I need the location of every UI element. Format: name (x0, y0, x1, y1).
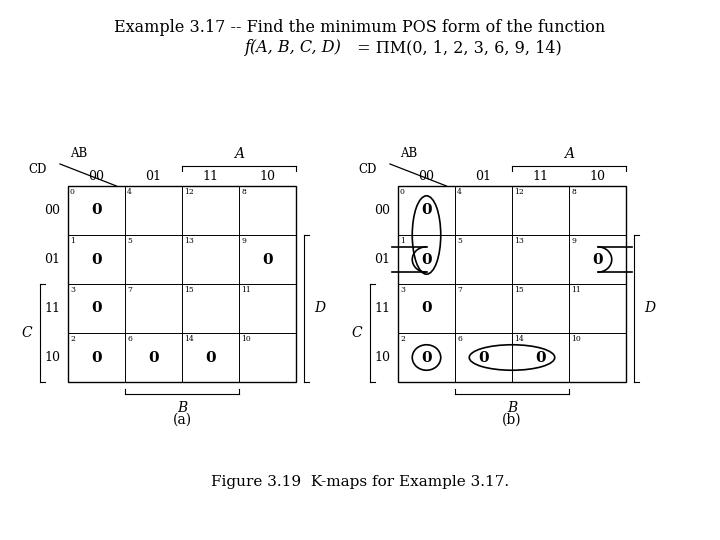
Text: 00: 00 (374, 204, 390, 217)
Text: 11: 11 (571, 286, 581, 294)
Text: D: D (314, 301, 325, 315)
Text: 0: 0 (421, 204, 432, 218)
Text: 0: 0 (535, 350, 546, 365)
Text: 1: 1 (70, 237, 75, 245)
Text: A: A (234, 147, 244, 161)
Text: 0: 0 (205, 350, 216, 365)
Text: 6: 6 (127, 335, 132, 343)
Text: 11: 11 (374, 302, 390, 315)
Text: A: A (564, 147, 574, 161)
Text: 11: 11 (44, 302, 60, 315)
Text: 9: 9 (571, 237, 576, 245)
Text: C: C (351, 326, 362, 340)
Text: 15: 15 (184, 286, 194, 294)
Text: 1: 1 (400, 237, 405, 245)
Text: C: C (22, 326, 32, 340)
Text: 01: 01 (475, 171, 492, 184)
Text: 00: 00 (418, 171, 434, 184)
Text: 5: 5 (127, 237, 132, 245)
Text: B: B (507, 401, 517, 415)
Text: 0: 0 (70, 188, 75, 196)
Text: 8: 8 (241, 188, 246, 196)
Text: 01: 01 (44, 253, 60, 266)
Text: 15: 15 (514, 286, 523, 294)
Text: 3: 3 (400, 286, 405, 294)
Text: 0: 0 (478, 350, 489, 365)
Text: 10: 10 (571, 335, 581, 343)
Text: 9: 9 (241, 237, 246, 245)
Text: 2: 2 (400, 335, 405, 343)
Text: D: D (644, 301, 655, 315)
Text: = ΠM(0, 1, 2, 3, 6, 9, 14): = ΠM(0, 1, 2, 3, 6, 9, 14) (352, 39, 562, 57)
Text: 0: 0 (91, 204, 102, 218)
Text: 5: 5 (457, 237, 462, 245)
Text: 0: 0 (421, 301, 432, 315)
Text: 11: 11 (241, 286, 251, 294)
Text: 01: 01 (374, 253, 390, 266)
Text: 00: 00 (89, 171, 104, 184)
Bar (68, 186, 296, 382)
Bar (398, 186, 626, 382)
Text: 12: 12 (514, 188, 523, 196)
Text: 0: 0 (421, 350, 432, 365)
Text: 0: 0 (91, 301, 102, 315)
Text: 8: 8 (571, 188, 576, 196)
Text: 3: 3 (70, 286, 75, 294)
Text: 10: 10 (590, 171, 606, 184)
Text: 11: 11 (533, 171, 549, 184)
Text: 7: 7 (127, 286, 132, 294)
Text: 11: 11 (202, 171, 218, 184)
Text: Figure 3.19  K-maps for Example 3.17.: Figure 3.19 K-maps for Example 3.17. (211, 475, 509, 489)
Text: AB: AB (400, 147, 418, 160)
Text: 4: 4 (457, 188, 462, 196)
Text: 13: 13 (184, 237, 194, 245)
Text: 10: 10 (241, 335, 251, 343)
Text: 0: 0 (262, 253, 273, 267)
Text: 14: 14 (184, 335, 194, 343)
Text: 0: 0 (592, 253, 603, 267)
Text: 7: 7 (457, 286, 462, 294)
Text: f(A, B, C, D): f(A, B, C, D) (245, 39, 342, 57)
Text: CD: CD (28, 163, 46, 176)
Text: CD: CD (358, 163, 377, 176)
Text: 13: 13 (514, 237, 524, 245)
Text: 0: 0 (91, 350, 102, 365)
Text: 01: 01 (145, 171, 161, 184)
Text: 2: 2 (70, 335, 75, 343)
Text: 10: 10 (44, 351, 60, 364)
Text: 10: 10 (259, 171, 276, 184)
Text: 10: 10 (374, 351, 390, 364)
Text: B: B (177, 401, 187, 415)
Text: 12: 12 (184, 188, 194, 196)
Text: 0: 0 (400, 188, 405, 196)
Text: 0: 0 (148, 350, 159, 365)
Text: 0: 0 (91, 253, 102, 267)
Text: (a): (a) (172, 413, 192, 427)
Text: (b): (b) (502, 413, 522, 427)
Text: 00: 00 (44, 204, 60, 217)
Text: 4: 4 (127, 188, 132, 196)
Text: 14: 14 (514, 335, 523, 343)
Text: Example 3.17 -- Find the minimum POS form of the function: Example 3.17 -- Find the minimum POS for… (114, 19, 606, 37)
Text: 6: 6 (457, 335, 462, 343)
Text: 0: 0 (421, 253, 432, 267)
Text: AB: AB (70, 147, 87, 160)
